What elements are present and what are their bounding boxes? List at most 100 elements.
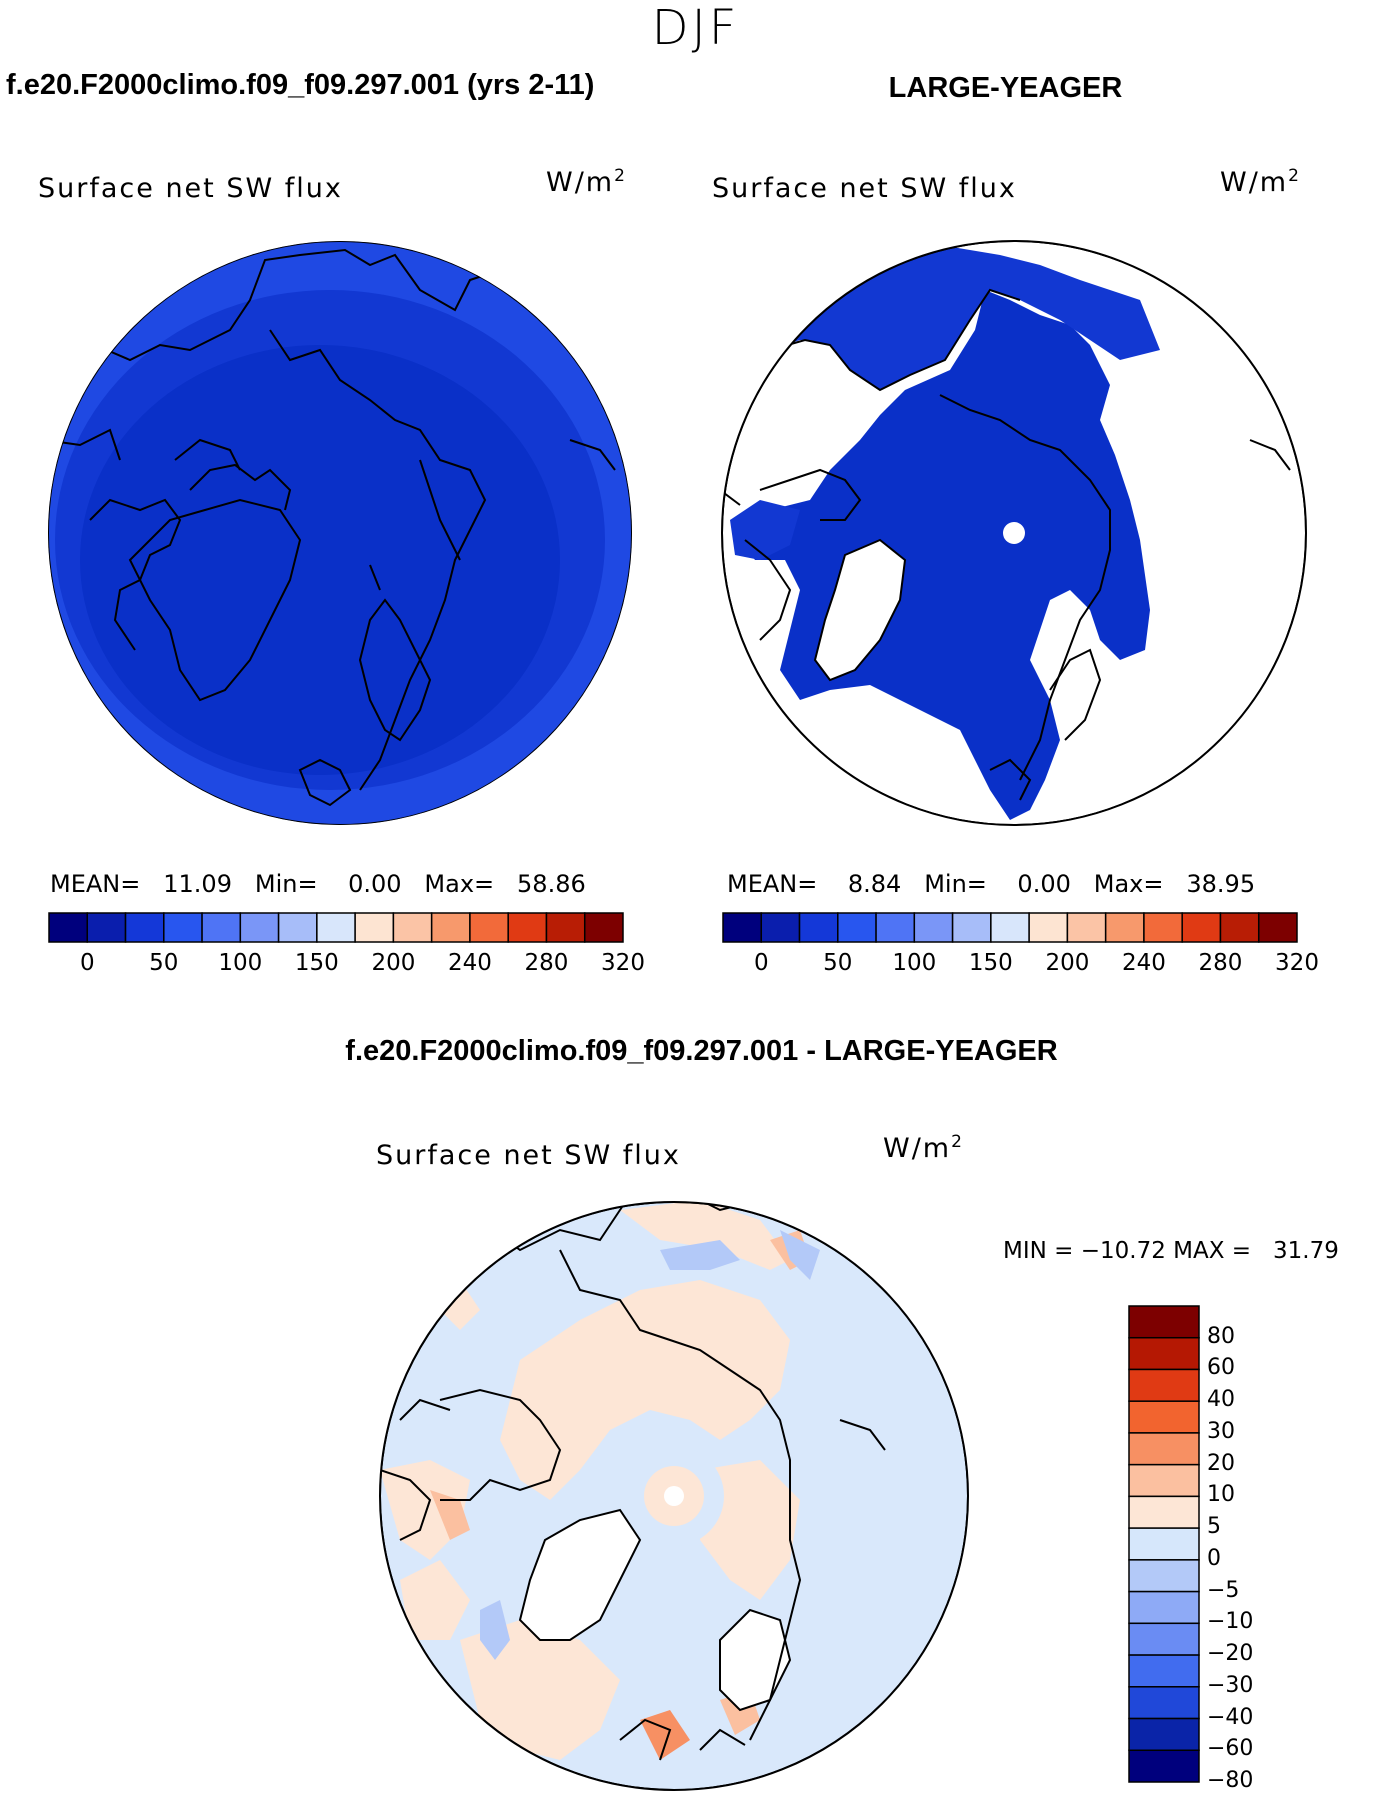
units-text: W/m — [1220, 167, 1289, 198]
colorbar-swatch — [469, 912, 509, 943]
colorbar-swatch — [1066, 912, 1107, 943]
colorbar-swatch — [48, 912, 89, 943]
colorbar-tick-label: 100 — [892, 950, 937, 976]
colorbar-swatch — [1128, 1368, 1200, 1402]
colorbar-swatch — [1128, 1527, 1200, 1561]
min-label: Min= — [924, 870, 987, 898]
colorbar-tick-label: 0 — [753, 950, 769, 976]
colorbar-swatch — [760, 912, 801, 943]
colorbar-tick-label: 150 — [294, 950, 339, 976]
max-value: 58.86 — [517, 870, 586, 898]
colorbar-swatch — [1128, 1336, 1200, 1371]
colorbar-tick-label: 50 — [149, 950, 179, 976]
mean-value: 8.84 — [847, 870, 902, 898]
colorbar-tick-label: 10 — [1207, 1482, 1235, 1508]
colorbar-tick-label: 200 — [1045, 950, 1090, 976]
variable-label-right: Surface net SW flux — [712, 173, 1017, 204]
colorbar-swatch — [1128, 1590, 1200, 1625]
colorbar-swatch — [1128, 1463, 1200, 1498]
colorbar-tick-label: −40 — [1207, 1704, 1254, 1730]
case-title-right: LARGE-YEAGER — [888, 72, 1123, 104]
colorbar-swatch — [239, 912, 280, 943]
colorbar-swatch — [1128, 1686, 1200, 1720]
colorbar-swatch — [392, 912, 433, 943]
units-text: W/m — [883, 1133, 952, 1164]
colorbar-tick-label: 30 — [1207, 1418, 1235, 1444]
colorbar-swatch — [1219, 912, 1260, 943]
units-text: W/m — [546, 167, 615, 198]
colorbar-swatch — [1257, 912, 1298, 943]
colorbar-swatch — [1128, 1559, 1200, 1593]
colorbar-tick-label: 280 — [524, 950, 569, 976]
colorbar-swatch — [124, 912, 165, 943]
colorbar-swatch — [201, 912, 242, 943]
colorbar-swatch — [837, 912, 877, 943]
units-diff: W/m2 — [883, 1132, 964, 1164]
colorbar-tick-label: 320 — [1275, 950, 1319, 976]
colorbar-tick-label: −5 — [1207, 1577, 1240, 1603]
mean-label: MEAN= — [50, 870, 141, 898]
colorbar-swatch — [1128, 1654, 1200, 1688]
max-label: Max= — [1093, 870, 1164, 898]
colorbar-swatch — [1104, 912, 1145, 943]
mean-label: MEAN= — [727, 870, 818, 898]
colorbar-tick-label: 0 — [79, 950, 95, 976]
units-exponent: 2 — [951, 1132, 964, 1152]
mean-value: 11.09 — [163, 870, 232, 898]
colorbar-swatch — [951, 912, 992, 943]
variable-label-diff: Surface net SW flux — [376, 1140, 681, 1171]
min-value: 0.00 — [1017, 870, 1071, 898]
colorbar-swatch — [507, 912, 548, 943]
units-exponent: 2 — [1288, 166, 1301, 186]
colorbar-swatch — [1128, 1400, 1200, 1434]
colorbar-swatch — [722, 912, 763, 943]
colorbar-swatch — [990, 912, 1030, 943]
colorbar-tick-label: 60 — [1207, 1355, 1235, 1381]
colorbar-swatch — [1143, 912, 1183, 943]
colorbar-swatch — [316, 912, 356, 943]
variable-label-left: Surface net SW flux — [38, 173, 343, 204]
colorbar-tick-label: 280 — [1198, 950, 1243, 976]
colorbar-swatch — [1128, 1495, 1200, 1529]
colorbar-tick-label: 50 — [823, 950, 853, 976]
units-exponent: 2 — [614, 166, 627, 186]
polar-map-left — [48, 241, 632, 825]
colorbar-tick-label: 240 — [447, 950, 492, 976]
polar-map-diff — [380, 1202, 968, 1790]
stats-left: MEAN= 11.09 Min= 0.00 Max= 58.86 — [50, 870, 586, 898]
max-value: 38.95 — [1186, 870, 1256, 898]
colorbar-right — [722, 912, 1298, 943]
case-title-left: f.e20.F2000climo.f09_f09.297.001 (yrs 2-… — [6, 69, 595, 101]
colorbar-swatch — [798, 912, 839, 943]
units-left: W/m2 — [546, 166, 627, 198]
colorbar-tick-label: 240 — [1121, 950, 1166, 976]
colorbar-swatch — [1128, 1749, 1200, 1783]
colorbar-swatch — [430, 912, 471, 943]
colorbar-tick-label: 20 — [1207, 1450, 1235, 1476]
colorbar-swatch — [1128, 1717, 1200, 1752]
colorbar-tick-label: −30 — [1207, 1672, 1254, 1698]
colorbar-tick-label: 5 — [1207, 1514, 1221, 1540]
season-title: DJF — [651, 0, 740, 56]
colorbar-tick-label: −80 — [1207, 1768, 1254, 1793]
colorbar-swatch — [277, 912, 318, 943]
colorbar-swatch — [1128, 1305, 1200, 1339]
colorbar-tick-label: 150 — [968, 950, 1013, 976]
colorbar-diff — [1128, 1305, 1200, 1783]
units-right: W/m2 — [1220, 166, 1301, 198]
colorbar-tick-label: 40 — [1207, 1387, 1235, 1413]
colorbar-swatch — [163, 912, 203, 943]
colorbar-tick-label: −20 — [1207, 1641, 1254, 1667]
polar-map-right — [722, 241, 1306, 825]
colorbar-swatch — [1128, 1432, 1200, 1466]
colorbar-swatch — [583, 912, 624, 943]
colorbar-tick-label: 80 — [1207, 1323, 1235, 1349]
colorbar-swatch — [1128, 1622, 1200, 1656]
colorbar-swatch — [1181, 912, 1222, 943]
colorbar-tick-label: 200 — [371, 950, 416, 976]
diff-title: f.e20.F2000climo.f09_f09.297.001 - LARGE… — [345, 1035, 1058, 1067]
min-value: 0.00 — [348, 870, 402, 898]
colorbar-tick-label: 100 — [218, 950, 263, 976]
min-label: Min= — [254, 870, 318, 898]
